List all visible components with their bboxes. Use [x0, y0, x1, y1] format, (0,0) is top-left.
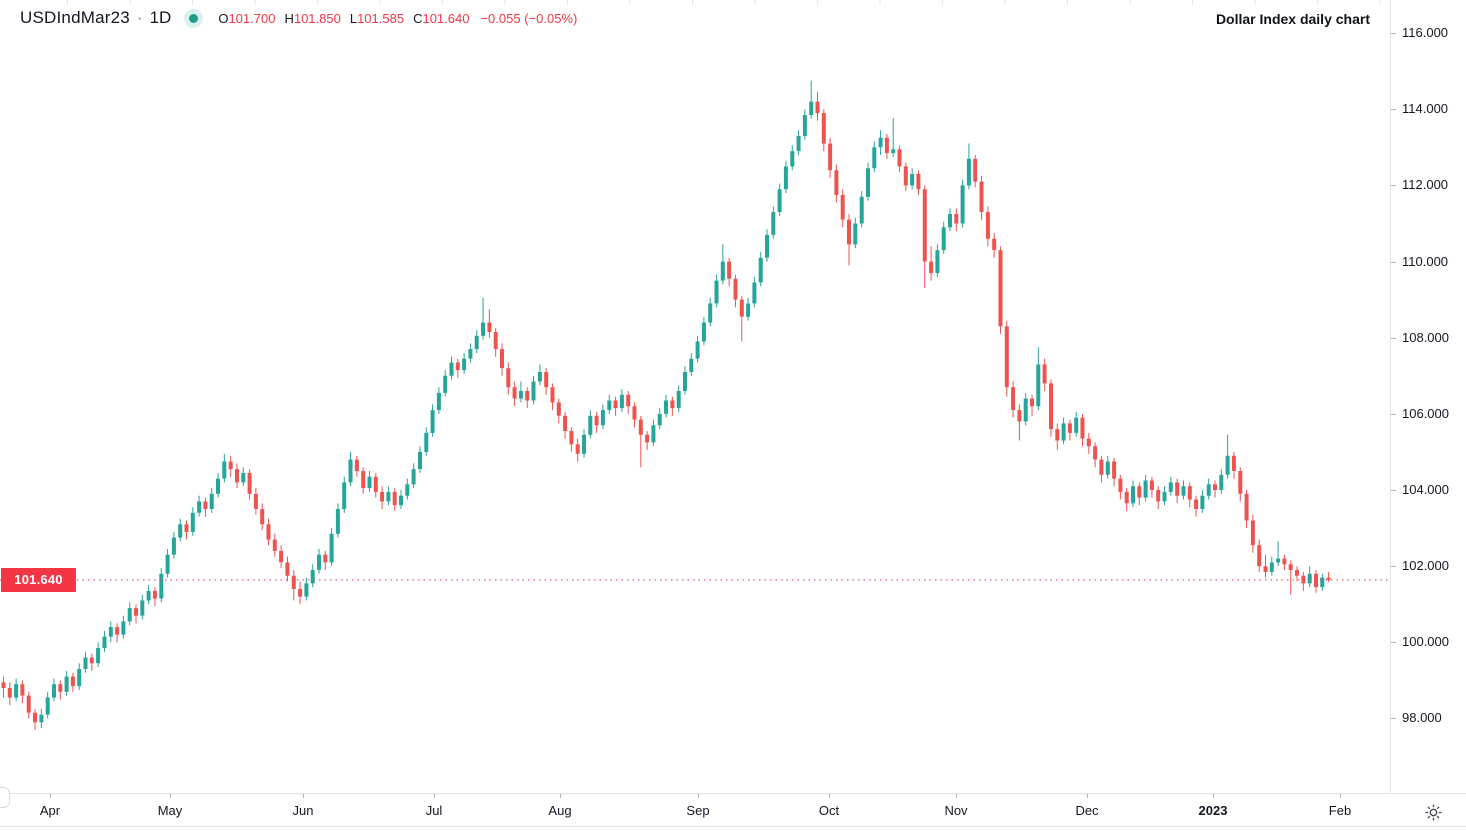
price-axis-label: 112.000	[1402, 177, 1449, 193]
price-axis-label: 98.000	[1402, 710, 1442, 726]
time-axis-tick	[434, 794, 435, 798]
time-axis-tick	[303, 794, 304, 798]
axis-settings-button[interactable]	[1424, 803, 1442, 821]
price-axis-tick	[1391, 718, 1396, 720]
price-axis-tick	[1391, 413, 1396, 415]
last-price-label: 101.640	[1, 567, 76, 592]
ohlc-h-value: H101.850	[284, 10, 341, 26]
price-axis-tick	[1391, 109, 1396, 111]
gear-icon	[1425, 804, 1441, 820]
legend-separator: ·	[136, 8, 143, 27]
time-axis-label: 2023	[1198, 803, 1228, 818]
price-axis-label: 104.000	[1402, 482, 1449, 498]
chart-annotation-title: Dollar Index daily chart	[1215, 11, 1370, 27]
candlestick-chart-pane[interactable]	[0, 0, 1390, 795]
time-axis-tick	[956, 794, 957, 798]
time-axis-tick	[1087, 794, 1088, 798]
time-axis-label: Nov	[944, 803, 968, 818]
price-axis-label: 116.000	[1402, 25, 1449, 41]
price-axis-tick	[1391, 566, 1396, 568]
price-axis-label: 102.000	[1402, 558, 1449, 574]
market-status-dot-icon[interactable]	[189, 13, 199, 23]
price-axis-tick	[1391, 337, 1396, 339]
goto-date-button-partial[interactable]	[0, 787, 10, 808]
time-axis-tick	[560, 794, 561, 798]
time-axis[interactable]: Apr May Jun Jul Aug Sep Oct Nov Dec 2023 Feb	[0, 793, 1466, 827]
time-axis-label: Dec	[1075, 803, 1099, 818]
symbol-title[interactable]: USDIndMar23	[20, 8, 130, 27]
time-axis-label: Apr	[39, 803, 61, 818]
interval-label[interactable]: 1D	[149, 8, 172, 27]
time-axis-tick	[1213, 794, 1214, 798]
time-axis-label: Oct	[818, 803, 840, 818]
time-axis-tick	[1340, 794, 1341, 798]
chart-legend: USDIndMar23 · 1D O101.700 H101.850 L101.58…	[20, 8, 577, 28]
price-axis-tick	[1391, 33, 1396, 35]
ohlc-o-value: O101.700	[218, 10, 276, 26]
time-axis-label: May	[157, 803, 183, 818]
time-axis-tick	[50, 794, 51, 798]
price-axis-label: 110.000	[1402, 253, 1449, 269]
price-axis-label: 106.000	[1402, 405, 1449, 421]
price-axis-tick	[1391, 185, 1396, 187]
price-axis-tick	[1391, 642, 1396, 644]
price-axis-label: 108.000	[1402, 329, 1449, 345]
price-axis-label: 114.000	[1402, 101, 1449, 117]
time-axis-label: Sep	[686, 803, 710, 818]
time-axis-tick	[170, 794, 171, 798]
ohlc-c-value: C101.640	[413, 10, 470, 26]
change-value: −0.055 (−0.05%)	[480, 10, 578, 26]
ohlc-values: O101.700 H101.850 L101.585 C101.640	[218, 11, 478, 26]
price-axis-label: 100.000	[1402, 634, 1449, 650]
ohlc-l-value: L101.585	[349, 10, 405, 26]
time-axis-label: Jul	[425, 803, 443, 818]
price-axis-tick	[1391, 261, 1396, 263]
time-axis-tick	[829, 794, 830, 798]
time-axis-label: Jun	[292, 803, 314, 818]
time-axis-label: Aug	[548, 803, 572, 818]
time-axis-label: Feb	[1328, 803, 1352, 818]
price-axis-tick	[1391, 490, 1396, 492]
time-axis-tick	[698, 794, 699, 798]
price-axis[interactable]: 116.000 114.000 112.000 110.000 108.000 106.0…	[1390, 0, 1466, 827]
